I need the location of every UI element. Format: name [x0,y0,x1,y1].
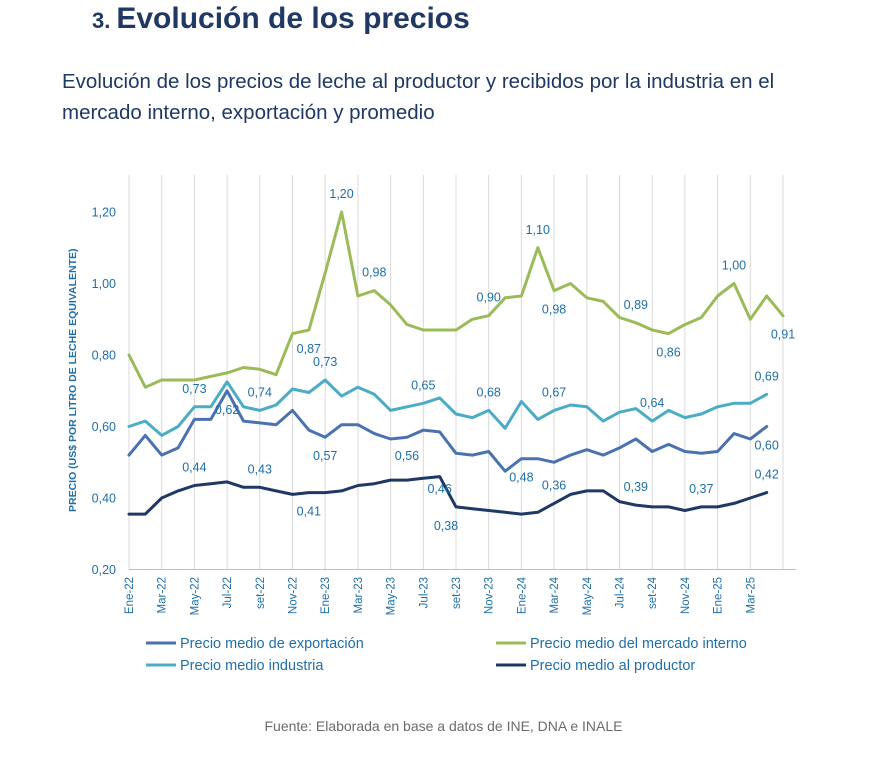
section-number: 3. [92,8,111,33]
data-label: 0,98 [542,303,566,317]
section-header: 3. Evolución de los precios [92,2,470,36]
legend-label-exportacion: Precio medio de exportación [180,636,364,652]
section-title: Evolución de los precios [116,2,470,35]
data-label: 0,41 [297,505,321,519]
x-tick-label: Ene-22 [124,577,136,614]
y-tick-label: 0,40 [92,492,116,506]
series-line-mercado_interno [127,210,785,389]
data-label: 0,89 [624,298,648,312]
data-label: 0,60 [754,439,778,453]
x-tick-label: Ene-25 [713,577,725,614]
x-tick-label: Jul-23 [418,577,430,608]
data-label: 0,98 [362,266,386,280]
x-tick-label: May-24 [582,576,594,615]
x-tick-label: Jul-22 [222,577,234,608]
data-label: 0,73 [313,355,337,369]
x-tick-label: Nov-24 [680,576,692,614]
data-label: 0,39 [624,480,648,494]
y-tick-label: 0,80 [92,349,116,363]
data-label: 0,37 [689,482,713,496]
data-label: 0,86 [656,346,680,360]
y-tick-label: 0,60 [92,420,116,434]
data-label: 0,73 [182,382,206,396]
data-label: 0,43 [248,462,272,476]
data-label: 1,10 [526,223,550,237]
legend-label-productor: Precio medio al productor [530,658,695,674]
data-label: 0,42 [754,468,778,482]
x-tick-label: Mar-25 [745,577,757,613]
x-tick-label: set-24 [647,576,659,609]
legend-label-mercado_interno: Precio medio del mercado interno [530,636,747,652]
series-line-exportacion [127,389,769,473]
data-label: 0,64 [640,396,664,410]
data-label: 0,65 [411,378,435,392]
data-label: 0,69 [754,369,778,383]
x-tick-label: Mar-24 [549,576,561,613]
data-label: 0,62 [215,403,239,417]
y-tick-label: 0,20 [92,563,116,577]
data-label: 0,74 [248,385,272,399]
data-label: 0,87 [297,342,321,356]
x-tick-label: Mar-23 [353,577,365,613]
x-tick-label: Ene-24 [516,576,528,614]
x-tick-label: May-23 [386,577,398,615]
data-label: 0,48 [509,471,533,485]
source-note: Fuente: Elaborada en base a datos de INE… [264,718,623,734]
legend-label-industria: Precio medio industria [180,658,324,674]
data-label: 0,46 [427,482,451,496]
x-tick-label: Mar-22 [157,577,169,613]
data-label: 1,00 [722,259,746,273]
x-tick-label: May-22 [189,577,201,615]
data-label: 0,91 [771,328,795,342]
data-label: 0,56 [395,449,419,463]
y-tick-label: 1,00 [92,277,116,291]
data-label: 0,90 [477,291,501,305]
data-label: 0,44 [182,460,206,474]
series-line-productor [127,475,769,516]
data-label: 0,68 [477,385,501,399]
x-tick-label: set-23 [451,577,463,609]
series-line-industria [127,378,769,437]
x-tick-label: Nov-22 [288,577,300,614]
data-label: 1,20 [329,187,353,201]
y-tick-label: 1,20 [92,206,116,220]
chart-subtitle: Evolución de los precios de leche al pro… [62,70,775,124]
x-tick-label: Jul-24 [615,576,627,608]
x-tick-label: set-22 [255,577,267,609]
data-label: 0,38 [434,519,458,533]
y-axis-title: PRECIO (US$ POR LITRO DE LECHE EQUIVALEN… [67,249,79,513]
x-tick-label: Ene-23 [320,577,332,614]
data-label: 0,57 [313,449,337,463]
data-label: 0,36 [542,478,566,492]
data-label: 0,67 [542,385,566,399]
x-tick-label: Nov-23 [484,577,496,614]
